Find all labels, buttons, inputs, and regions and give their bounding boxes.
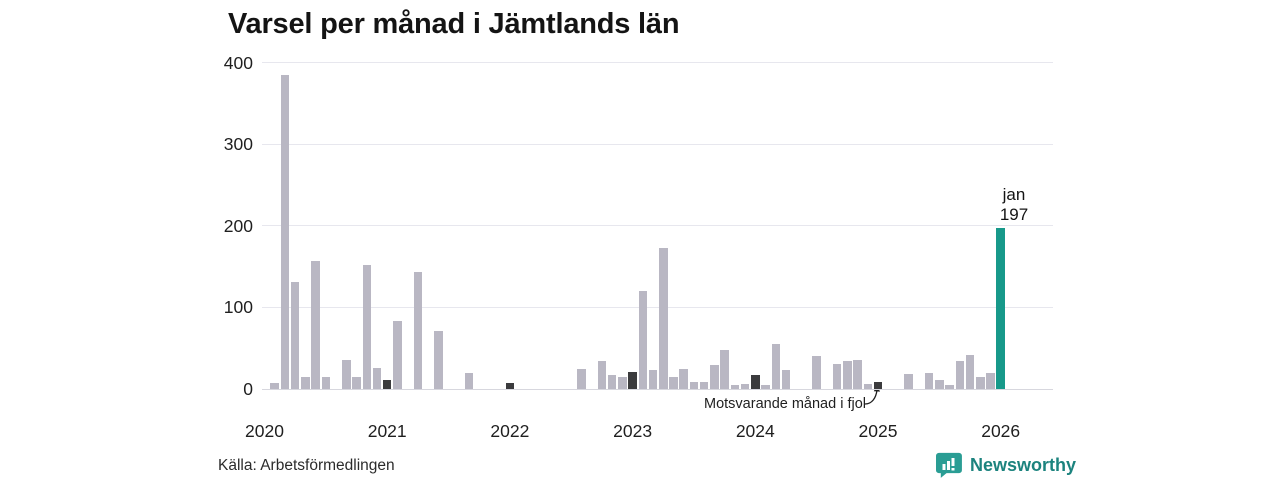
bar-2023-09 xyxy=(710,365,719,389)
y-tick-label: 200 xyxy=(223,215,253,236)
gridline-400 xyxy=(262,62,1053,63)
annotation: Motsvarande månad i fjol xyxy=(566,396,866,412)
highlight-month-label: jan xyxy=(1002,185,1026,204)
gridline-100 xyxy=(262,306,1053,308)
bar-2025-09 xyxy=(955,361,965,389)
x-tick-label-2021: 2021 xyxy=(367,421,407,441)
x-tick-label-2026: 2026 xyxy=(981,421,1021,441)
bar-2024-01 xyxy=(751,375,760,389)
highlight-value-label: 197 xyxy=(999,205,1029,224)
x-tick-label-2020: 2020 xyxy=(245,421,284,441)
bar-2020-12 xyxy=(372,367,382,389)
bar-2025-04 xyxy=(904,374,913,389)
bar-2022-11 xyxy=(607,375,617,389)
bar-2020-02 xyxy=(270,383,279,389)
y-tick-label: 0 xyxy=(243,379,253,399)
bar-2023-06 xyxy=(679,369,688,389)
bar-2022-12 xyxy=(618,376,627,389)
bar-2020-06 xyxy=(311,260,320,389)
bar-2023-05 xyxy=(669,376,678,389)
bar-2025-08 xyxy=(945,384,954,389)
bar-2026-01 xyxy=(996,228,1005,389)
highlight-label: jan 197 xyxy=(974,185,1054,225)
bar-2023-01 xyxy=(628,371,637,389)
bar-2024-11 xyxy=(853,360,862,389)
bar-2024-09 xyxy=(832,363,842,389)
bar-2021-09 xyxy=(464,372,474,389)
bar-2025-06 xyxy=(924,372,934,389)
bar-2023-11 xyxy=(730,384,740,389)
bar-2020-07 xyxy=(321,376,331,389)
bar-2022-01 xyxy=(505,383,515,389)
x-tick-label-2025: 2025 xyxy=(858,421,898,441)
gridline-300 xyxy=(262,143,1053,145)
bar-2022-10 xyxy=(597,361,607,389)
bar-2023-02 xyxy=(638,291,648,389)
bar-2021-04 xyxy=(413,272,423,389)
bar-2020-10 xyxy=(352,376,361,389)
bar-2023-03 xyxy=(648,370,658,389)
bar-2025-11 xyxy=(976,376,985,389)
bar-2023-08 xyxy=(699,382,709,389)
newsworthy-wordmark: Newsworthy xyxy=(970,454,1077,475)
newsworthy-icon xyxy=(936,452,962,478)
newsworthy-logo: Newsworthy xyxy=(936,451,1076,479)
x-tick-label-2023: 2023 xyxy=(613,421,653,441)
source-note: Källa: Arbetsförmedlingen xyxy=(218,457,395,474)
bar-2020-09 xyxy=(342,359,351,389)
bar-2020-11 xyxy=(362,264,371,389)
annotation-text: Motsvarande månad i fjol xyxy=(704,396,866,412)
bar-2020-04 xyxy=(290,282,300,389)
bar-2024-12 xyxy=(863,384,873,389)
bar-2021-02 xyxy=(393,321,402,389)
bar-2020-03 xyxy=(280,74,290,389)
x-tick-label-2022: 2022 xyxy=(490,421,530,441)
bar-2025-12 xyxy=(986,372,995,389)
y-tick-label: 100 xyxy=(223,297,253,318)
y-tick-label: 400 xyxy=(223,52,253,73)
bar-2025-01 xyxy=(873,382,883,389)
bar-2025-10 xyxy=(965,354,975,389)
bar-2024-03 xyxy=(771,344,780,389)
bar-2020-05 xyxy=(301,376,310,389)
bar-2023-07 xyxy=(689,381,699,389)
chart-title: Varsel per månad i Jämtlands län xyxy=(228,8,680,40)
y-tick-label: 300 xyxy=(223,134,253,155)
bar-2023-10 xyxy=(720,349,729,389)
bar-2022-08 xyxy=(577,369,586,389)
bar-2024-02 xyxy=(761,384,770,389)
bar-2025-07 xyxy=(935,380,944,389)
bar-2024-07 xyxy=(812,355,821,389)
gridline-200 xyxy=(262,225,1053,227)
gridline-0 xyxy=(262,388,1053,390)
bar-2024-04 xyxy=(781,370,791,389)
bar-2021-06 xyxy=(434,331,443,389)
x-tick-label-2024: 2024 xyxy=(735,421,775,441)
bar-2024-10 xyxy=(843,361,852,389)
bar-2023-12 xyxy=(740,384,750,389)
bar-2021-01 xyxy=(382,380,392,389)
bar-2023-04 xyxy=(659,247,668,389)
